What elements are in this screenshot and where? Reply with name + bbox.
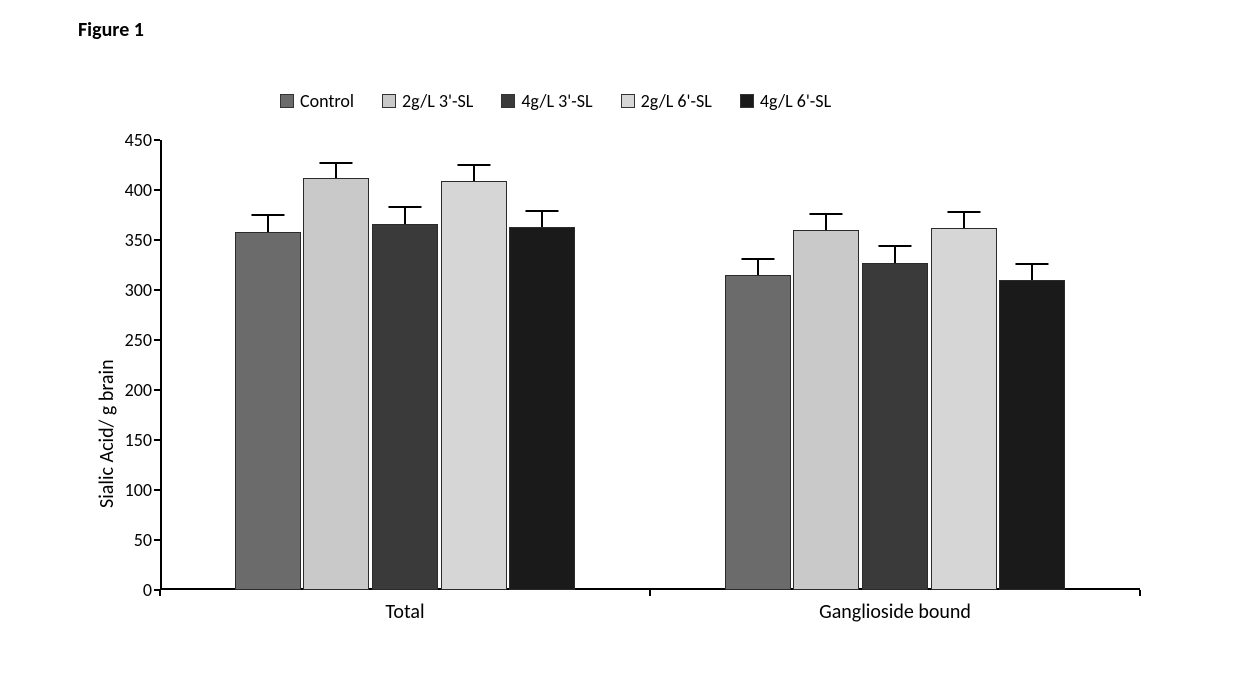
error-bar-cap (947, 211, 980, 213)
legend-swatch (621, 94, 635, 108)
figure-title: Figure 1 (78, 18, 144, 42)
bar (862, 263, 928, 590)
error-bar-cap (457, 164, 490, 166)
page-root: Figure 1 Control 2g/L 3'-SL 4g/L 3'-SL 2g/L… (0, 0, 1240, 696)
ytick-label: 200 (125, 379, 160, 401)
ytick-label: 100 (125, 479, 160, 501)
category-label: Ganglioside bound (819, 590, 971, 624)
legend-label: 4g/L 6'-SL (760, 90, 831, 112)
bar (931, 228, 997, 590)
legend-item: 4g/L 3'-SL (501, 90, 592, 112)
error-bar-cap (1016, 263, 1049, 265)
error-bar-cap (741, 258, 774, 260)
ytick-label: 300 (125, 279, 160, 301)
y-axis-label: Sialic Acid/ g brain (95, 359, 119, 508)
error-bar-stem (757, 259, 759, 275)
bar (372, 224, 438, 590)
bar (793, 230, 859, 590)
error-bar-stem (541, 211, 543, 227)
error-bar-cap (320, 162, 353, 164)
chart-legend: Control 2g/L 3'-SL 4g/L 3'-SL 2g/L 6'-SL 4g/… (280, 90, 831, 112)
error-bar-cap (251, 214, 284, 216)
error-bar-cap (388, 206, 421, 208)
legend-swatch (501, 94, 515, 108)
ytick-label: 400 (125, 179, 160, 201)
xtick-mark (649, 590, 651, 596)
legend-label: 4g/L 3'-SL (521, 90, 592, 112)
xtick-mark (1139, 590, 1141, 596)
error-bar-stem (963, 212, 965, 228)
bar (725, 275, 791, 590)
error-bar-stem (1031, 264, 1033, 280)
legend-swatch (382, 94, 396, 108)
ytick-label: 0 (143, 579, 160, 601)
xtick-mark (159, 590, 161, 596)
legend-item: Control (280, 90, 354, 112)
legend-item: 2g/L 3'-SL (382, 90, 473, 112)
error-bar-stem (473, 165, 475, 181)
category-label: Total (385, 590, 424, 624)
plot-area: 050100150200250300350400450TotalGanglios… (160, 140, 1140, 590)
ytick-label: 450 (125, 129, 160, 151)
ytick-label: 350 (125, 229, 160, 251)
bar (999, 280, 1065, 590)
bar (303, 178, 369, 590)
legend-swatch (280, 94, 294, 108)
error-bar-stem (894, 246, 896, 263)
ytick-label: 250 (125, 329, 160, 351)
legend-label: 2g/L 6'-SL (641, 90, 712, 112)
bar (509, 227, 575, 590)
legend-item: 2g/L 6'-SL (621, 90, 712, 112)
bar (441, 181, 507, 590)
ytick-label: 50 (134, 529, 160, 551)
bar-chart: 050100150200250300350400450TotalGanglios… (160, 140, 1140, 590)
error-bar-cap (810, 213, 843, 215)
error-bar-stem (404, 207, 406, 224)
error-bar-stem (267, 215, 269, 232)
error-bar-cap (526, 210, 559, 212)
bar (235, 232, 301, 590)
legend-item: 4g/L 6'-SL (740, 90, 831, 112)
ytick-label: 150 (125, 429, 160, 451)
legend-swatch (740, 94, 754, 108)
error-bar-stem (825, 214, 827, 230)
error-bar-cap (878, 245, 911, 247)
error-bar-stem (335, 163, 337, 178)
legend-label: 2g/L 3'-SL (402, 90, 473, 112)
y-axis-line (160, 140, 162, 590)
legend-label: Control (300, 90, 354, 112)
